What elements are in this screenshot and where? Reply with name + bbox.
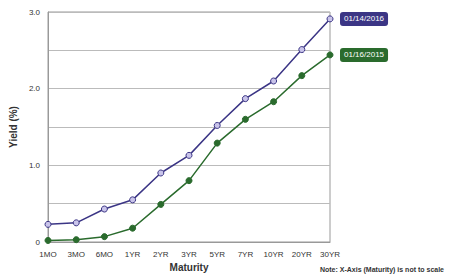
svg-text:1MO: 1MO [39,250,56,259]
svg-text:7YR: 7YR [238,250,254,259]
svg-text:01/16/2015: 01/16/2015 [344,50,385,59]
svg-text:5YR: 5YR [209,250,225,259]
svg-text:3.0: 3.0 [29,8,41,17]
svg-text:6MO: 6MO [96,250,113,259]
svg-text:3YR: 3YR [181,250,197,259]
svg-text:Note: X-Axis (Maturity) is not: Note: X-Axis (Maturity) is not to scale [320,266,444,274]
svg-text:1YR: 1YR [125,250,141,259]
svg-text:3MO: 3MO [68,250,85,259]
svg-text:20YR: 20YR [292,250,312,259]
svg-text:2.0: 2.0 [29,84,41,93]
svg-text:0: 0 [36,238,41,247]
svg-text:1.0: 1.0 [29,161,41,170]
svg-text:Yield (%): Yield (%) [8,106,19,148]
svg-text:30YR: 30YR [320,250,340,259]
svg-text:01/14/2016: 01/14/2016 [344,14,385,23]
svg-text:10YR: 10YR [264,250,284,259]
svg-text:Maturity: Maturity [170,262,209,273]
svg-text:2YR: 2YR [153,250,169,259]
